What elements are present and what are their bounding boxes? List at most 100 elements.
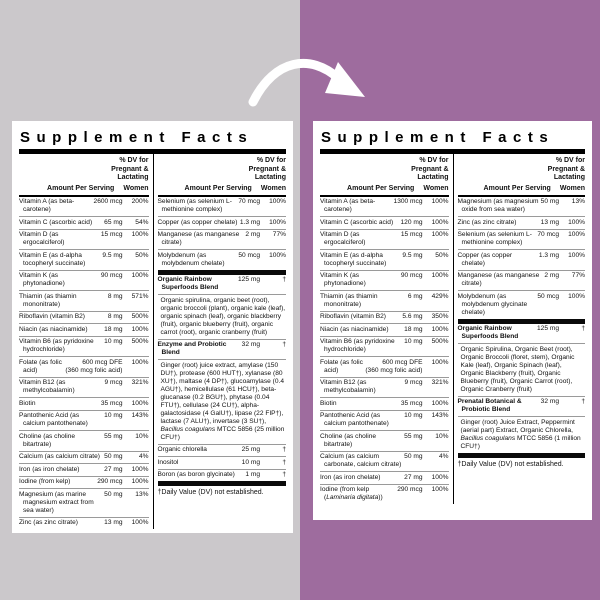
nutrient-row: Niacin (as niacinamide) 18 mg 100%	[19, 323, 149, 336]
nutrient-name: Thiamin (as thiamin mononitrate)	[320, 292, 378, 308]
nutrient-amount: 10 mg	[404, 338, 423, 346]
blend-ingredients: Ginger (root) Juice Extract, Peppermint …	[457, 416, 585, 453]
nutrient-dv: 100%	[131, 325, 149, 333]
nutrient-dv: 100%	[431, 358, 449, 366]
nutrient-amount: 600 mcg DFE (360 mcg folic acid)	[65, 358, 123, 374]
text-segment: ))	[378, 494, 383, 502]
dv-header-line: Lactating	[117, 174, 149, 182]
nutrient-name: Boron (as boron glycinate)	[157, 471, 235, 479]
panel-columns: % DV for Pregnant & Lactating Amount Per…	[19, 154, 287, 530]
nutrient-name: Prenatal Botanical & Probiotic Blend	[457, 398, 522, 414]
text-segment: Ginger (root) Juice Extract, Peppermint …	[460, 418, 575, 434]
nutrient-row: Iodine (from kelp) 290 mcg 100%	[19, 475, 149, 489]
nutrient-dv: 54%	[135, 218, 149, 226]
nutrient-row: Iron (as iron chelate) 27 mg 100%	[320, 471, 449, 484]
nutrient-name: Choline (as choline bitartrate)	[320, 432, 377, 448]
nutrient-dv: 100%	[131, 478, 149, 486]
nutrient-rows: Magnesium (as magnesium oxide from sea w…	[457, 197, 585, 469]
nutrient-name: Organic Rainbow Superfoods Blend	[457, 325, 519, 341]
nutrient-amount: 600 mcg DFE (360 mcg folic acid)	[365, 358, 423, 374]
nutrient-row: Thiamin (as thiamin mononitrate) 6 mg 429%	[320, 290, 449, 311]
nutrient-row: Vitamin K (as phytonadione) 90 mcg 100%	[320, 269, 449, 291]
nutrient-dv: 100%	[431, 231, 449, 239]
nutrient-name: Vitamin E (as d-alpha tocopheryl succina…	[19, 251, 86, 267]
text-segment: Iodine (from kelp (	[320, 486, 370, 502]
nutrient-name: Selenium (as selenium L-methionine compl…	[157, 198, 232, 214]
nutrient-row: Vitamin B12 (as methylcobalamin) 9 mcg 321…	[19, 376, 149, 398]
blend-row: Enzyme and Probiotic Blend 32 mg †	[157, 338, 286, 360]
nutrient-name: Copper (as copper chelate)	[157, 218, 238, 226]
nutrient-dv: 100%	[131, 399, 149, 407]
nutrient-name: Vitamin D (as ergocalciferol)	[320, 231, 366, 247]
nutrient-amount: 13 mg	[540, 218, 559, 226]
nutrient-dv: 500%	[131, 338, 149, 346]
nutrient-dv: 350%	[431, 313, 449, 321]
amount-per-serving-label: Amount Per Serving	[347, 184, 415, 192]
panel-column-1: % DV for Pregnant & Lactating Amount Per…	[320, 154, 453, 504]
nutrient-dv: †	[282, 458, 286, 466]
nutrient-name: Calcium (as calcium citrate)	[19, 453, 100, 461]
panel-column-2: % DV for Pregnant & Lactating Amount Per…	[152, 154, 287, 530]
nutrient-row: Inositol 10 mg †	[157, 456, 286, 469]
nutrient-amount: 18 mg	[104, 325, 123, 333]
nutrient-row: Thiamin (as thiamin mononitrate) 8 mg 571%	[19, 290, 149, 311]
nutrient-row: Vitamin D (as ergocalciferol) 15 mcg 100%	[19, 228, 149, 250]
nutrient-amount: 125 mg	[537, 325, 559, 333]
section-divider-bar	[457, 318, 585, 324]
amount-per-serving-label: Amount Per Serving	[184, 184, 252, 192]
nutrient-amount: 65 mg	[104, 218, 123, 226]
nutrient-name: Vitamin K (as phytonadione)	[19, 272, 65, 288]
nutrient-dv: 4%	[138, 453, 149, 461]
nutrient-rows: Vitamin A (as beta-carotene) 2600 mcg 200%…	[19, 197, 149, 530]
amount-per-serving-label: Amount Per Serving	[483, 184, 551, 192]
nutrient-dv: 100%	[431, 272, 449, 280]
nutrient-name: Vitamin E (as d-alpha tocopheryl succina…	[320, 251, 387, 267]
dv-column-header: % DV for Pregnant & Lactating	[458, 154, 585, 183]
daily-value-footnote: †Daily Value (DV) not established.	[457, 460, 564, 468]
nutrient-amount: 50 mcg	[537, 292, 559, 300]
nutrient-amount: 50 mg	[540, 198, 559, 206]
nutrient-amount: 1.3 mg	[239, 218, 260, 226]
nutrient-dv: 100%	[568, 292, 585, 300]
nutrient-dv: 100%	[431, 325, 449, 333]
nutrient-name: Folate (as folic acid)	[320, 358, 363, 374]
dv-header-line: Lactating	[254, 174, 286, 182]
dv-header-line: Pregnant &	[411, 165, 449, 173]
amount-column-header: Amount Per Serving Women	[19, 183, 149, 197]
nutrient-dv: 100%	[568, 218, 585, 226]
latin-name: Bacillus coagulans	[160, 425, 216, 433]
nutrient-amount: 15 mcg	[400, 231, 423, 239]
nutrient-row: Choline (as choline bitartrate) 55 mg 10%	[19, 430, 149, 451]
nutrient-name: Riboflavin (vitamin B2)	[19, 313, 85, 321]
nutrient-dv: 200%	[131, 198, 149, 206]
nutrient-dv: 100%	[269, 198, 286, 206]
nutrient-row: Selenium (as selenium L-methionine compl…	[457, 228, 585, 250]
nutrient-row: Magnesium (as marine magnesium extract f…	[19, 488, 149, 517]
nutrient-name: Copper (as copper chelate)	[457, 251, 513, 267]
daily-value-footnote: †Daily Value (DV) not established.	[157, 489, 264, 497]
blend-row: Organic Rainbow Superfoods Blend 125 mg †	[158, 275, 287, 295]
nutrient-row: Zinc (as zinc citrate) 13 mg 100%	[457, 216, 585, 229]
panel-title: Supplement Facts	[321, 129, 555, 146]
nutrient-dv: 13%	[571, 198, 585, 206]
nutrient-amount: 2 mg	[245, 231, 260, 239]
nutrient-dv: 100%	[568, 251, 585, 259]
nutrient-name: Pantothenic Acid (as calcium pantothenat…	[320, 412, 389, 428]
dv-column-header: % DV for Pregnant & Lactating	[320, 154, 449, 183]
nutrient-amount: 1300 mcg	[393, 198, 423, 206]
nutrient-amount: 50 mg	[104, 490, 123, 498]
nutrient-amount: 50 mcg	[238, 251, 260, 259]
amount-column-header: Amount Per Serving Women	[457, 183, 585, 197]
nutrient-row: Vitamin A (as beta-carotene) 1300 mcg 100%	[320, 197, 449, 217]
nutrient-dv: 100%	[431, 218, 449, 226]
nutrient-amount: 15 mcg	[100, 231, 123, 239]
nutrient-amount: 5.6 mg	[402, 313, 423, 321]
nutrient-row: Copper (as copper chelate) 1.3 mg 100%	[157, 216, 286, 229]
dv-header-line: % DV for	[555, 157, 585, 164]
nutrient-dv: 100%	[568, 231, 585, 239]
nutrient-name: Choline (as choline bitartrate)	[19, 432, 76, 448]
section-divider-bar	[157, 269, 286, 275]
panel-columns: % DV for Pregnant & Lactating Amount Per…	[320, 154, 585, 505]
nutrient-dv: 100%	[431, 399, 449, 407]
nutrient-row: Selenium (as selenium L-methionine compl…	[158, 197, 287, 217]
